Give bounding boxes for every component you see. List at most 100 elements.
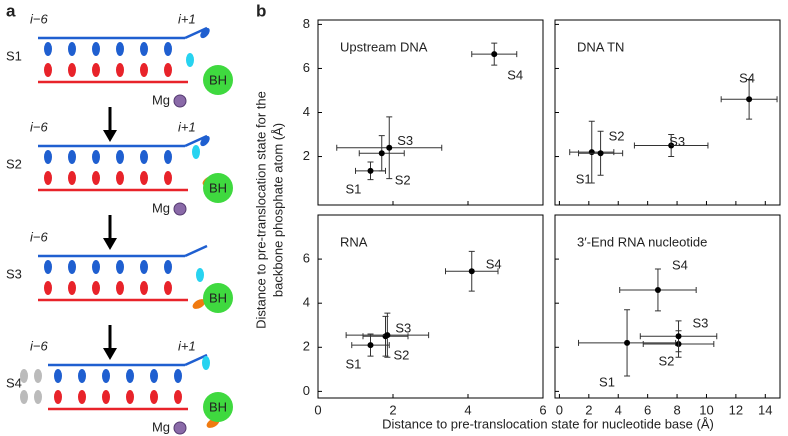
- state-label: S4: [6, 375, 22, 390]
- point: [468, 268, 475, 275]
- bh-label: BH: [209, 180, 227, 195]
- y-tick-label: 2: [303, 339, 310, 354]
- point: [386, 144, 393, 151]
- left-marker: i−6: [30, 119, 48, 134]
- dna-base: [68, 42, 76, 56]
- right-marker: i+1: [178, 338, 196, 353]
- y-tick-label: 4: [303, 104, 310, 119]
- rna-base: [150, 390, 158, 404]
- rna-base: [140, 63, 148, 77]
- y-tick-label: 6: [303, 60, 310, 75]
- point: [491, 51, 498, 58]
- point-label: S3: [397, 133, 413, 148]
- plot-frame: [317, 214, 544, 399]
- x-tick-label: 6: [644, 402, 651, 417]
- point: [597, 150, 604, 157]
- point-label: S3: [395, 321, 411, 336]
- rna-base: [116, 63, 124, 77]
- bridge-helix: [203, 392, 233, 422]
- state-diagram: BH S1 i−6 i+1 Mg: [6, 11, 233, 142]
- gray-base: [20, 369, 28, 383]
- rna-base: [44, 63, 52, 77]
- point-label: S4: [739, 71, 755, 86]
- left-marker: i−6: [30, 229, 48, 244]
- dna-base: [164, 260, 172, 274]
- x-tick-label: 6: [539, 402, 546, 417]
- mg-ion: [173, 421, 187, 435]
- rna-base: [116, 281, 124, 295]
- bridge-helix: [203, 283, 233, 313]
- point-label: S2: [395, 173, 411, 188]
- rna-base: [126, 390, 134, 404]
- point: [624, 339, 631, 346]
- mg-ion: [173, 202, 187, 216]
- plot-title: Upstream DNA: [340, 39, 428, 54]
- bh-label: BH: [209, 290, 227, 305]
- next-base: [200, 135, 210, 147]
- x-axis-label: Distance to pre-translocation state for …: [382, 416, 714, 431]
- y-tick-label: 0: [303, 383, 310, 398]
- bh-label: BH: [209, 72, 227, 87]
- point-label: S2: [659, 353, 675, 368]
- gray-base: [20, 390, 28, 404]
- x-tick-label: 2: [585, 402, 592, 417]
- plot-title: DNA TN: [577, 39, 624, 54]
- point-label: S1: [346, 181, 362, 196]
- x-tick-label: 8: [673, 402, 680, 417]
- arrow-head: [103, 238, 117, 250]
- x-tick-label: 14: [758, 402, 772, 417]
- point-label: S3: [693, 316, 709, 331]
- bridge-helix: [203, 65, 233, 95]
- panel-label: b: [256, 1, 266, 20]
- rna-base: [78, 390, 86, 404]
- dna-base: [126, 369, 134, 383]
- point-label: S4: [672, 257, 688, 272]
- point: [654, 286, 661, 293]
- y-tick-label: 4: [303, 295, 310, 310]
- point: [378, 150, 385, 157]
- point-label: S1: [576, 172, 592, 187]
- rna-base: [54, 390, 62, 404]
- y-tick-label: 8: [303, 16, 310, 31]
- state-diagram: BH S2 i−6 i+1 Mg: [6, 119, 233, 250]
- dna-base: [44, 260, 52, 274]
- y-axis-label-line: Distance to pre-translocation state for …: [253, 91, 268, 329]
- dna-base: [44, 42, 52, 56]
- y-tick-label: 2: [303, 148, 310, 163]
- point: [367, 167, 374, 174]
- rna-base: [140, 171, 148, 185]
- state-diagram: BH S4 i−6 i+1 Mg: [6, 338, 233, 435]
- dna-base: [140, 150, 148, 164]
- arrow-head: [103, 130, 117, 142]
- arrow-head: [103, 348, 117, 360]
- x-tick-label: 10: [699, 402, 713, 417]
- state-label: S2: [6, 156, 22, 171]
- point-label: S3: [669, 134, 685, 149]
- rna-base: [102, 390, 110, 404]
- dna-fork: [184, 353, 208, 367]
- point: [675, 333, 682, 340]
- rna-base: [140, 281, 148, 295]
- x-tick-label: 4: [464, 402, 471, 417]
- point-label: S2: [609, 129, 625, 144]
- dna-base: [54, 369, 62, 383]
- y-axis-label: Distance to pre-translocation state for …: [253, 91, 285, 329]
- template-base: [196, 268, 204, 282]
- plot-title: RNA: [340, 234, 368, 249]
- dna-base: [140, 260, 148, 274]
- rna-base: [164, 63, 172, 77]
- state-diagram: BH S3 i−6: [6, 229, 233, 360]
- dna-fork: [184, 134, 208, 148]
- dna-base: [78, 369, 86, 383]
- dna-base: [68, 260, 76, 274]
- dna-base: [174, 369, 182, 383]
- rna-base: [44, 281, 52, 295]
- rna-base: [164, 171, 172, 185]
- dna-base: [140, 42, 148, 56]
- rna-base: [116, 171, 124, 185]
- point: [668, 142, 675, 149]
- dna-base: [116, 260, 124, 274]
- point: [367, 342, 374, 349]
- bridge-helix: [203, 173, 233, 203]
- rna-base: [92, 171, 100, 185]
